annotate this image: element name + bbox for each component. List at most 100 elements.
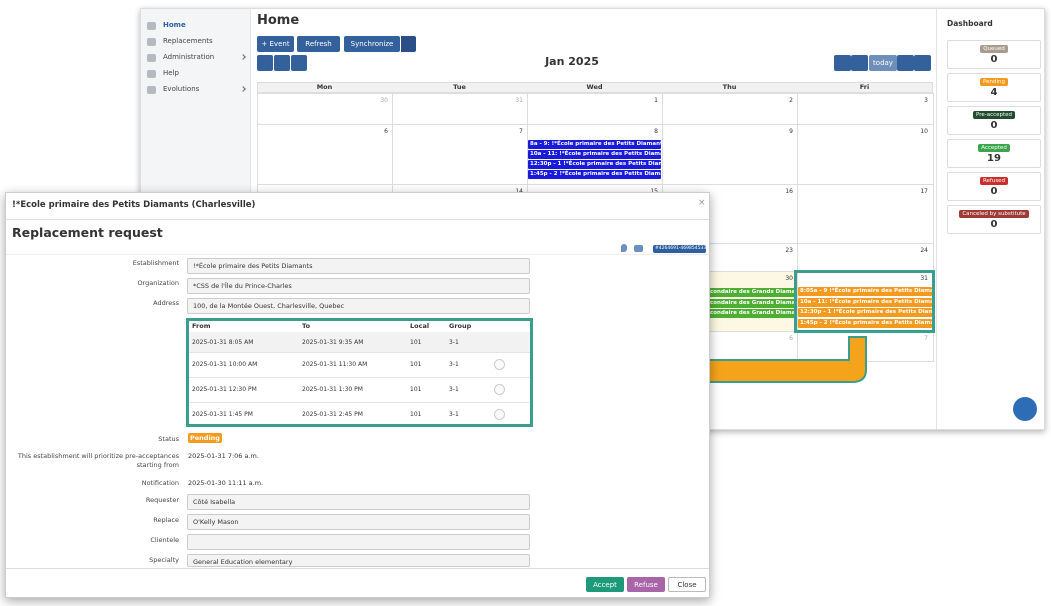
modal-title: Replacement request: [12, 225, 163, 240]
field-input: !*École primaire des Petits Diamants: [187, 258, 530, 274]
view-button[interactable]: [291, 55, 307, 71]
table-box: [186, 318, 533, 427]
day-number: 15: [627, 188, 658, 195]
table-cell: 3-1: [449, 339, 459, 346]
day-number: 6: [384, 128, 388, 135]
calendar-title: Jan 2025: [545, 55, 599, 68]
field-label: Clientele: [150, 536, 179, 544]
day-number: 30: [785, 275, 793, 282]
nav-icon: [147, 86, 156, 94]
field-value: 2025-01-30 11:11 a.m.: [188, 479, 264, 487]
status-count: 0: [990, 186, 998, 197]
event[interactable]: 1:45p - 2 !*École primaire des Petits Di…: [528, 170, 661, 179]
field-label: Specialty: [149, 556, 179, 564]
status-count: 0: [990, 120, 998, 131]
event[interactable]: 10a - 11: !*École primaire des Petits Di…: [798, 297, 932, 307]
refuse-button[interactable]: Refuse: [627, 577, 665, 592]
event[interactable]: 8a - 9: !*École primaire des Petits Diam…: [528, 140, 661, 149]
field-label: Establishment: [132, 259, 179, 267]
day-number: 17: [920, 188, 928, 195]
view-button[interactable]: [257, 55, 273, 71]
modal: !*École primaire des Petits Diamants (Ch…: [5, 192, 710, 598]
status-count: 0: [990, 54, 998, 65]
field-label: This establishment will prioritize pre-a…: [17, 452, 179, 469]
divider: [189, 402, 530, 403]
close-button[interactable]: Close: [668, 577, 706, 592]
status-badge: Refused: [979, 177, 1009, 185]
event[interactable]: 8:05a - 9 !*École primaire des Petits Di…: [798, 287, 932, 296]
day-number: 10: [920, 128, 928, 135]
day-number: 30: [380, 97, 388, 104]
nav-item[interactable]: Replacements: [163, 37, 213, 45]
table-cell: 2025-01-31 1:30 PM: [302, 386, 363, 393]
table-cell: 2025-01-31 10:00 AM: [192, 361, 258, 368]
nav-button[interactable]: [897, 55, 914, 71]
table-header: From: [192, 322, 211, 330]
view-icon[interactable]: [494, 409, 505, 420]
table-cell: 2025-01-31 12:30 PM: [192, 386, 257, 393]
status-count: 0: [990, 219, 998, 230]
divider: [6, 219, 709, 220]
field-label: Address: [153, 299, 179, 307]
sync-caret[interactable]: [401, 36, 416, 52]
day-number: 6: [789, 335, 793, 342]
event[interactable]: 12:30p - 1 !*École primaire des Petits D…: [798, 308, 932, 317]
status-badge: Canceled by substitute: [959, 210, 1029, 218]
view-button[interactable]: [274, 55, 290, 71]
weekday: Tue: [453, 83, 466, 91]
weekday: Thu: [722, 83, 737, 91]
day-number: 31: [515, 97, 523, 104]
sync-button[interactable]: Synchronize: [344, 36, 400, 52]
table-cell: 2025-01-31 1:45 PM: [192, 411, 253, 418]
chat-button[interactable]: [1013, 397, 1037, 421]
table-cell: 2025-01-31 8:05 AM: [192, 339, 254, 346]
event[interactable]: 10a - 11: !*École primaire des Petits Di…: [528, 150, 661, 159]
nav-button[interactable]: [851, 55, 868, 71]
table-header: Group: [449, 322, 472, 330]
day-number: 31: [920, 275, 928, 282]
field-label: Organization: [137, 279, 179, 287]
modal-close[interactable]: ×: [698, 198, 706, 208]
divider: [189, 377, 530, 378]
table-cell: 101: [410, 361, 422, 368]
nav-item[interactable]: Evolutions: [163, 85, 200, 93]
table-cell: 2025-01-31 2:45 PM: [302, 411, 363, 418]
table-cell: 2025-01-31 9:35 AM: [302, 339, 364, 346]
event[interactable]: secondaire des Grands Diamant: [701, 298, 796, 308]
page-title: Home: [257, 13, 300, 28]
nav-button[interactable]: [914, 55, 931, 71]
nav-icon: [147, 22, 156, 30]
nav-item[interactable]: Administration: [163, 53, 215, 61]
nav-item[interactable]: Home: [163, 21, 186, 29]
view-icon[interactable]: [494, 384, 505, 395]
table-cell: 101: [410, 339, 422, 346]
nav-item[interactable]: Help: [163, 69, 179, 77]
field-value: 2025-01-31 7:06 a.m.: [188, 452, 259, 460]
event[interactable]: secondaire des Grands Diamant: [701, 309, 796, 318]
divider: [6, 254, 709, 255]
status-box: Accepted 19: [947, 139, 1041, 168]
field-label: Replace: [153, 516, 179, 524]
day-number: 7: [924, 335, 928, 342]
event[interactable]: secondaire des Grands Diamant: [701, 288, 796, 297]
weekday: Wed: [586, 83, 603, 91]
event-button[interactable]: + Event: [257, 36, 294, 52]
weekday: Fri: [859, 83, 870, 91]
day-number: 16: [785, 188, 793, 195]
refresh-button[interactable]: Refresh: [297, 36, 340, 52]
table-cell: 3-1: [449, 411, 459, 418]
event[interactable]: 12:30p - 1 !*École primaire des Petits D…: [528, 160, 661, 169]
weekday: Mon: [316, 83, 333, 91]
table-cell: 101: [410, 386, 422, 393]
view-icon[interactable]: [494, 359, 505, 370]
today-button[interactable]: today: [869, 55, 897, 71]
event[interactable]: 1:45p - 2 !*École primaire des Petits Di…: [798, 318, 932, 328]
map-icon: [621, 244, 627, 252]
accept-button[interactable]: Accept: [586, 577, 624, 592]
nav-button[interactable]: [834, 55, 851, 71]
status-badge: Pending: [188, 433, 222, 443]
day-number: 14: [492, 188, 523, 195]
nav-icon: [147, 54, 156, 62]
nav-icon: [147, 38, 156, 46]
status-badge: Accepted: [978, 144, 1010, 152]
